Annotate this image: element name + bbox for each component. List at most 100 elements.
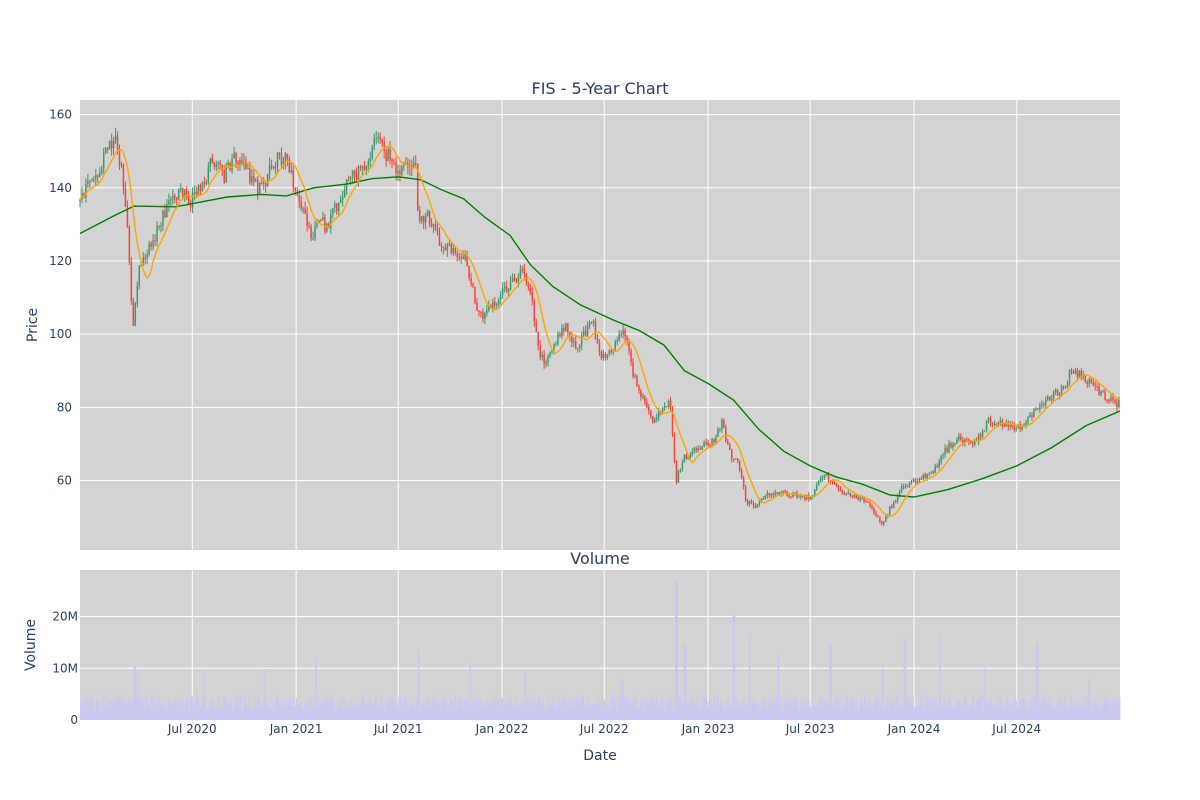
volume-bar [771,700,773,720]
candle-body [521,268,524,270]
volume-bar [228,703,230,720]
candle-body [578,345,581,348]
candle-body [545,361,547,365]
volume-bar [765,709,767,720]
volume-bar [125,699,127,720]
volume-bar [1082,697,1084,720]
volume-bar [236,707,238,720]
candle-body [594,320,597,339]
candle-body [569,331,571,337]
volume-bar [813,704,815,720]
volume-bar [1015,697,1017,720]
volume-bar [762,708,764,720]
volume-bar [712,703,714,720]
candle-body [794,492,796,494]
volume-bar [669,697,671,720]
candle-body [499,294,502,300]
volume-bar [338,708,340,720]
candle-body [971,442,974,445]
volume-bar [595,703,597,720]
candle-body [964,439,966,443]
volume-bar [600,699,602,720]
volume-bar [99,707,101,720]
volume-bar [739,703,741,720]
volume-bar [891,704,893,720]
volume-bar [321,710,323,720]
volume-bar [556,695,558,720]
volume-bar [627,697,629,720]
volume-bar [495,703,497,720]
candle-body [257,179,259,194]
volume-bar [315,657,317,720]
volume-bar [234,709,236,720]
candle-body [790,496,792,498]
volume-bar [383,710,385,720]
candle-body [827,474,830,481]
volume-bar [1109,707,1111,720]
candle-body [673,434,676,461]
volume-bar [478,699,480,720]
volume-bar [867,700,869,720]
volume-bar [847,703,849,720]
volume-bar [196,694,198,720]
volume-bar [449,709,451,720]
volume-bar [593,702,595,720]
volume-bar [1099,708,1101,720]
volume-bar [1069,702,1071,720]
volume-bar [559,700,561,720]
candle-body [249,168,251,183]
candle-body [440,245,443,247]
volume-bar [796,698,798,720]
candle-body [353,170,356,175]
volume-bar [470,663,472,720]
candle-body [519,268,522,277]
volume-bar [930,706,932,720]
volume-bar [731,705,733,720]
volume-bar [388,700,390,720]
volume-bar [514,705,516,720]
volume-bar [290,706,292,720]
volume-bar [239,695,241,720]
volume-bar [161,706,163,720]
volume-bar [509,699,511,720]
candle-body [723,419,725,428]
volume-bar [978,700,980,720]
volume-bar [296,697,298,720]
volume-bar [219,705,221,720]
volume-bar [790,701,792,720]
volume-bar [1020,700,1022,720]
volume-bar [921,708,923,720]
volume-bar [336,706,338,720]
volume-bar [746,697,748,720]
candle-body [954,443,956,445]
volume-bar [957,698,959,720]
volume-bar [770,701,772,720]
candle-body [456,253,458,257]
volume-bar [786,694,788,720]
volume-bar [647,705,649,720]
volume-bar [1077,699,1079,720]
volume-bar [169,699,171,720]
candle-body [369,157,372,162]
volume-bar [1117,697,1119,720]
volume-bar [1107,698,1109,720]
candle-body [968,439,970,442]
candle-body [918,478,921,482]
volume-bar [304,699,306,720]
volume-bar [887,697,889,720]
volume-bar [1059,703,1061,720]
candle-body [1114,399,1116,403]
volume-bar [157,695,159,720]
volume-bar [589,703,591,720]
candle-body [207,166,210,182]
volume-bar [596,703,598,720]
volume-bar [754,700,756,720]
volume-bar [970,704,972,720]
volume-bar [367,703,369,720]
volume-bar [516,696,518,720]
volume-bar [80,702,81,720]
volume-bar [423,707,425,720]
volume-bar [323,699,325,720]
volume-bar [131,698,133,720]
candle-body [381,140,383,143]
